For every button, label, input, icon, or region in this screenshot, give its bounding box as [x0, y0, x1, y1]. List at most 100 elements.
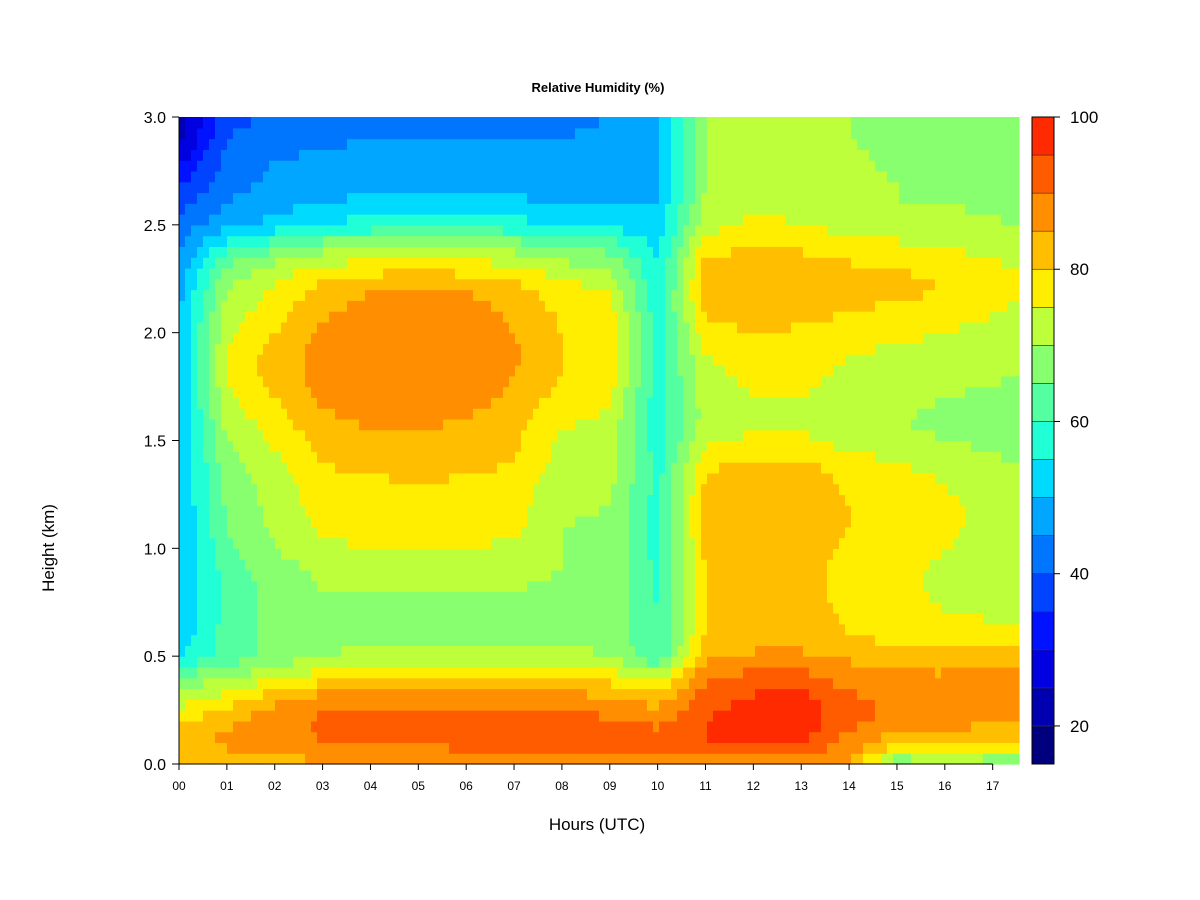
heatmap-cell	[671, 278, 678, 291]
heatmap-cell	[539, 537, 546, 549]
heatmap-cell	[587, 278, 594, 291]
heatmap-cell	[311, 160, 318, 172]
heatmap-cell	[353, 354, 360, 366]
heatmap-cell	[263, 753, 270, 765]
heatmap-cell	[629, 246, 636, 258]
heatmap-cell	[671, 645, 678, 657]
heatmap-cell	[239, 710, 246, 722]
heatmap-cell	[629, 418, 636, 431]
heatmap-cell	[629, 677, 636, 690]
heatmap-cell	[341, 602, 348, 614]
heatmap-cell	[563, 688, 570, 700]
heatmap-cell	[383, 634, 390, 646]
heatmap-cell	[281, 537, 288, 549]
heatmap-cell	[389, 160, 396, 172]
heatmap-cell	[515, 494, 522, 506]
heatmap-cell	[281, 645, 288, 657]
heatmap-cell	[335, 418, 342, 431]
heatmap-cell	[227, 440, 234, 452]
heatmap-cell	[443, 375, 450, 388]
heatmap-cell	[335, 666, 342, 679]
heatmap-cell	[431, 494, 438, 506]
heatmap-cell	[233, 613, 240, 625]
heatmap-cell	[353, 613, 360, 625]
heatmap-cell	[221, 311, 228, 323]
heatmap-cell	[437, 343, 444, 355]
heatmap-cell	[245, 451, 252, 463]
heatmap-cell	[527, 451, 534, 463]
heatmap-cell	[587, 408, 594, 420]
heatmap-cell	[665, 472, 672, 485]
heatmap-cell	[515, 677, 522, 690]
heatmap-cell	[461, 170, 468, 183]
heatmap-cell	[377, 613, 384, 625]
heatmap-cell	[545, 181, 552, 194]
heatmap-cell	[449, 699, 456, 711]
heatmap-cell	[413, 483, 420, 496]
heatmap-cell	[335, 408, 342, 420]
heatmap-cell	[569, 472, 576, 485]
heatmap-cell	[227, 483, 234, 496]
heatmap-cell	[383, 214, 390, 226]
heatmap-cell	[323, 235, 330, 247]
heatmap-cell	[269, 699, 276, 711]
heatmap-cell	[281, 138, 288, 150]
heatmap-cell	[533, 731, 540, 744]
heatmap-cell	[449, 731, 456, 744]
heatmap-cell	[551, 623, 558, 636]
heatmap-cell	[545, 289, 552, 301]
heatmap-cell	[515, 580, 522, 593]
heatmap-cell	[347, 418, 354, 431]
heatmap-cell	[305, 699, 312, 711]
heatmap-cell	[317, 300, 324, 312]
heatmap-cell	[365, 311, 372, 323]
heatmap-cell	[509, 699, 516, 711]
heatmap-cell	[185, 569, 192, 582]
heatmap-cell	[599, 160, 606, 172]
heatmap-cell	[581, 688, 588, 700]
heatmap-cell	[215, 699, 222, 711]
heatmap-cell	[281, 408, 288, 420]
heatmap-cell	[647, 257, 654, 269]
heatmap-cell	[569, 710, 576, 722]
heatmap-cell	[587, 677, 594, 690]
heatmap-cell	[227, 278, 234, 291]
heatmap-cell	[659, 138, 666, 150]
heatmap-cell	[551, 462, 558, 474]
heatmap-cell	[623, 375, 630, 388]
heatmap-cell	[251, 300, 258, 312]
heatmap-cell	[305, 418, 312, 431]
heatmap-cell	[569, 138, 576, 150]
heatmap-cell	[413, 181, 420, 194]
heatmap-cell	[335, 160, 342, 172]
heatmap-cell	[539, 591, 546, 603]
heatmap-cell	[185, 246, 192, 258]
heatmap-cell	[275, 688, 282, 700]
heatmap-cell	[287, 710, 294, 722]
heatmap-cell	[413, 742, 420, 754]
heatmap-cell	[425, 548, 432, 560]
heatmap-cell	[209, 192, 216, 204]
heatmap-cell	[575, 602, 582, 614]
heatmap-cell	[221, 505, 228, 517]
heatmap-cell	[179, 699, 186, 711]
heatmap-cell	[653, 408, 660, 420]
heatmap-cell	[311, 591, 318, 603]
heatmap-cell	[317, 483, 324, 496]
heatmap-cell	[611, 666, 618, 679]
heatmap-cell	[329, 515, 336, 528]
heatmap-cell	[413, 203, 420, 215]
heatmap-cell	[215, 332, 222, 345]
heatmap-cell	[515, 257, 522, 269]
heatmap-cell	[503, 591, 510, 603]
heatmap-cell	[665, 149, 672, 161]
heatmap-cell	[605, 192, 612, 204]
heatmap-cell	[641, 688, 648, 700]
heatmap-cell	[641, 731, 648, 744]
heatmap-cell	[425, 537, 432, 549]
heatmap-cell	[449, 462, 456, 474]
heatmap-cell	[425, 311, 432, 323]
heatmap-cell	[203, 742, 210, 754]
heatmap-cell	[455, 613, 462, 625]
heatmap-cell	[491, 753, 498, 765]
